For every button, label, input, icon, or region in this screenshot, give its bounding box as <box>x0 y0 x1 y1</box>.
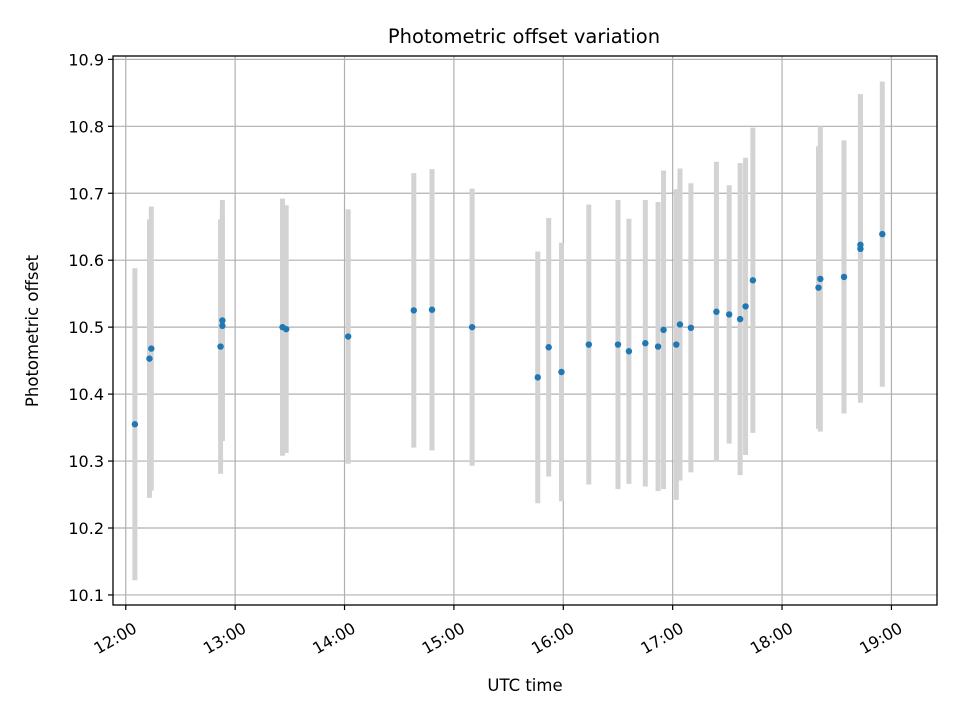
y-tick-label: 10.1 <box>68 586 104 605</box>
data-point <box>687 324 695 332</box>
data-point <box>879 230 886 238</box>
grid <box>113 56 937 605</box>
data-point <box>725 311 733 318</box>
data-point <box>428 306 436 313</box>
data-point <box>676 321 684 328</box>
y-tick-label: 10.5 <box>68 318 104 337</box>
x-axis-label: UTC time <box>487 676 562 695</box>
data-point <box>410 307 417 314</box>
data-point <box>148 345 155 352</box>
data-point <box>749 277 757 284</box>
plot-frame <box>112 55 938 606</box>
data-point <box>344 333 352 340</box>
data-point <box>468 323 476 331</box>
data-point <box>660 326 667 334</box>
data-point <box>840 273 848 281</box>
data-point <box>614 341 622 348</box>
data-point <box>857 241 864 249</box>
data-point <box>673 341 680 348</box>
data-point <box>736 315 744 323</box>
data-point <box>642 340 649 347</box>
y-axis-label: Photometric offset <box>23 254 42 407</box>
y-tick-label: 10.4 <box>68 385 104 404</box>
data-point <box>217 343 224 350</box>
data-point <box>625 348 633 355</box>
y-tick-label: 10.3 <box>68 452 104 471</box>
data-point <box>219 317 226 324</box>
data-points <box>131 230 886 428</box>
y-tick-label: 10.9 <box>68 50 104 69</box>
data-point <box>558 368 565 376</box>
y-tick-label: 10.8 <box>68 117 104 136</box>
data-point <box>131 421 139 428</box>
data-point <box>282 325 290 333</box>
y-axis: 10.1 10.2 10.3 10.4 10.5 10.6 10.7 10.8 10.9 <box>68 50 113 605</box>
y-tick-label: 10.6 <box>68 251 104 270</box>
y-tick-label: 10.7 <box>68 184 104 203</box>
chart-title: Photometric offset variation <box>388 25 660 48</box>
data-point <box>742 303 749 310</box>
data-point <box>534 374 541 381</box>
data-point <box>817 275 824 283</box>
y-tick-label: 10.2 <box>68 519 104 538</box>
data-point <box>713 308 720 315</box>
data-point <box>654 343 662 350</box>
data-point <box>219 322 226 330</box>
data-point <box>545 344 552 351</box>
data-point <box>146 355 153 362</box>
data-point <box>815 284 822 291</box>
data-point <box>585 341 593 348</box>
